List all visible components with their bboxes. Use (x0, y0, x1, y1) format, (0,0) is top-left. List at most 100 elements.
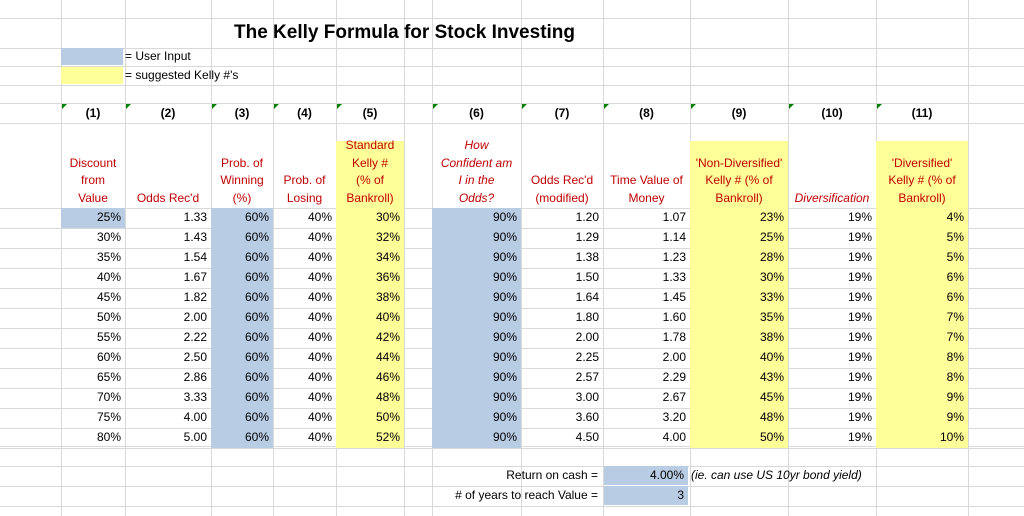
table-cell[interactable]: 32% (375, 230, 400, 244)
table-cell[interactable]: 40% (307, 250, 332, 264)
table-cell[interactable]: 2.67 (662, 390, 686, 404)
table-cell[interactable]: 40% (307, 350, 332, 364)
table-cell[interactable]: 1.78 (662, 330, 686, 344)
table-cell[interactable]: 60% (244, 210, 269, 224)
table-cell[interactable]: 19% (847, 210, 872, 224)
table-cell[interactable]: 50% (96, 310, 121, 324)
table-cell[interactable]: 1.60 (662, 310, 686, 324)
table-cell[interactable]: 2.25 (575, 350, 599, 364)
table-cell[interactable]: 3.00 (575, 390, 599, 404)
table-cell[interactable]: 90% (492, 390, 517, 404)
table-cell[interactable]: 40% (307, 410, 332, 424)
table-cell[interactable]: 19% (847, 390, 872, 404)
table-cell[interactable]: 9% (946, 390, 964, 404)
table-cell[interactable]: 50% (759, 430, 784, 444)
table-cell[interactable]: 40% (307, 430, 332, 444)
years-to-value-input[interactable]: 3 (604, 486, 688, 505)
table-cell[interactable]: 19% (847, 370, 872, 384)
table-cell[interactable]: 30% (759, 270, 784, 284)
table-cell[interactable]: 90% (492, 270, 517, 284)
return-on-cash-input[interactable]: 4.00% (604, 466, 688, 485)
table-cell[interactable]: 90% (492, 430, 517, 444)
table-cell[interactable]: 40% (307, 270, 332, 284)
table-cell[interactable]: 3.33 (183, 390, 207, 404)
table-cell[interactable]: 40% (307, 310, 332, 324)
table-cell[interactable]: 52% (375, 430, 400, 444)
table-cell[interactable]: 1.64 (575, 290, 599, 304)
table-cell[interactable]: 2.22 (183, 330, 207, 344)
table-cell[interactable]: 65% (96, 370, 121, 384)
table-cell[interactable]: 4.00 (662, 430, 686, 444)
table-cell[interactable]: 38% (375, 290, 400, 304)
table-cell[interactable]: 2.86 (183, 370, 207, 384)
table-cell[interactable]: 6% (946, 270, 964, 284)
table-cell[interactable]: 75% (96, 410, 121, 424)
table-cell[interactable]: 40% (307, 290, 332, 304)
table-cell[interactable]: 19% (847, 310, 872, 324)
table-cell[interactable]: 1.29 (575, 230, 599, 244)
table-cell[interactable]: 35% (96, 250, 121, 264)
table-cell[interactable]: 90% (492, 370, 517, 384)
table-cell[interactable]: 1.45 (662, 290, 686, 304)
table-cell[interactable]: 8% (946, 350, 964, 364)
table-cell[interactable]: 1.33 (183, 210, 207, 224)
table-cell[interactable]: 1.50 (575, 270, 599, 284)
table-cell[interactable]: 3.60 (575, 410, 599, 424)
table-cell[interactable]: 40% (307, 370, 332, 384)
table-cell[interactable]: 70% (96, 390, 121, 404)
table-cell[interactable]: 48% (759, 410, 784, 424)
table-cell[interactable]: 45% (759, 390, 784, 404)
table-cell[interactable]: 1.33 (662, 270, 686, 284)
table-cell[interactable]: 90% (492, 210, 517, 224)
table-cell[interactable]: 48% (375, 390, 400, 404)
table-cell[interactable]: 90% (492, 350, 517, 364)
table-cell[interactable]: 19% (847, 270, 872, 284)
table-cell[interactable]: 2.50 (183, 350, 207, 364)
table-cell[interactable]: 60% (244, 390, 269, 404)
table-cell[interactable]: 60% (244, 310, 269, 324)
table-cell[interactable]: 40% (96, 270, 121, 284)
table-cell[interactable]: 44% (375, 350, 400, 364)
table-cell[interactable]: 1.80 (575, 310, 599, 324)
table-cell[interactable]: 4.00 (183, 410, 207, 424)
table-cell[interactable]: 28% (759, 250, 784, 264)
table-cell[interactable]: 2.57 (575, 370, 599, 384)
table-cell[interactable]: 42% (375, 330, 400, 344)
table-cell[interactable]: 25% (759, 230, 784, 244)
table-cell[interactable]: 2.00 (662, 350, 686, 364)
table-cell[interactable]: 40% (307, 230, 332, 244)
table-cell[interactable]: 40% (307, 390, 332, 404)
table-cell[interactable]: 90% (492, 250, 517, 264)
table-cell[interactable]: 1.23 (662, 250, 686, 264)
table-cell[interactable]: 60% (244, 410, 269, 424)
table-cell[interactable]: 30% (375, 210, 400, 224)
table-cell[interactable]: 90% (492, 290, 517, 304)
table-cell[interactable]: 90% (492, 310, 517, 324)
table-cell[interactable]: 25% (96, 210, 121, 224)
table-cell[interactable]: 90% (492, 330, 517, 344)
table-cell[interactable]: 5% (946, 230, 964, 244)
table-cell[interactable]: 33% (759, 290, 784, 304)
table-cell[interactable]: 1.38 (575, 250, 599, 264)
table-cell[interactable]: 80% (96, 430, 121, 444)
table-cell[interactable]: 1.43 (183, 230, 207, 244)
table-cell[interactable]: 60% (244, 370, 269, 384)
table-cell[interactable]: 19% (847, 290, 872, 304)
table-cell[interactable]: 19% (847, 430, 872, 444)
table-cell[interactable]: 60% (244, 230, 269, 244)
table-cell[interactable]: 43% (759, 370, 784, 384)
table-cell[interactable]: 36% (375, 270, 400, 284)
table-cell[interactable]: 90% (492, 410, 517, 424)
table-cell[interactable]: 45% (96, 290, 121, 304)
table-cell[interactable]: 60% (244, 430, 269, 444)
table-cell[interactable]: 60% (244, 290, 269, 304)
table-cell[interactable]: 10% (939, 430, 964, 444)
table-cell[interactable]: 5% (946, 250, 964, 264)
table-cell[interactable]: 5.00 (183, 430, 207, 444)
table-cell[interactable]: 46% (375, 370, 400, 384)
table-cell[interactable]: 6% (946, 290, 964, 304)
table-cell[interactable]: 60% (244, 250, 269, 264)
table-cell[interactable]: 2.29 (662, 370, 686, 384)
table-cell[interactable]: 40% (375, 310, 400, 324)
table-cell[interactable]: 2.00 (183, 310, 207, 324)
